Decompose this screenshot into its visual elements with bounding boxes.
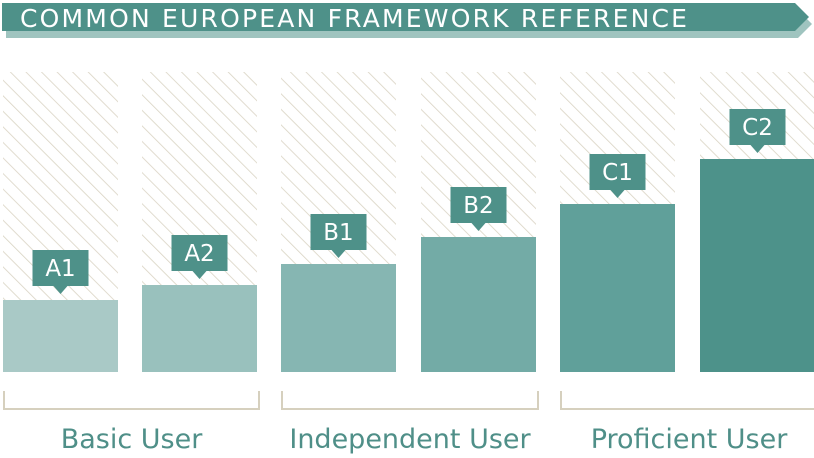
group-proficient-user: Proficient User [560,391,814,455]
level-label-a2: A2 [171,235,228,279]
level-label-c1: C1 [589,154,646,198]
bar-b1 [281,264,396,372]
bar-c1 [560,204,675,372]
level-label-box [171,235,228,271]
level-label-b2: B2 [450,187,507,231]
group-basic-user: Basic User [3,391,260,455]
level-label-pointer [331,250,346,258]
title-banner: COMMON EUROPEAN FRAMEWORK REFERENCE [2,3,812,38]
group-caption: Basic User [61,424,204,455]
level-label-box [589,154,646,190]
level-label-text: A2 [184,241,214,267]
bar-b2 [421,237,536,372]
level-label-text: B1 [323,220,353,246]
bar-c2 [700,159,814,372]
group-caption: Independent User [289,424,531,455]
level-label-text: C1 [602,160,633,186]
level-label-text: A1 [45,256,75,282]
level-label-box [32,250,89,286]
level-label-pointer [750,145,765,153]
level-label-b1: B1 [310,214,367,258]
group-independent-user: Independent User [281,391,539,455]
title-banner-arrow [2,3,809,31]
level-label-box [729,109,786,145]
level-label-text: C2 [742,115,773,141]
level-label-pointer [53,286,68,294]
level-labels-layer: A1 A2 B1 B2 C1 C2 [32,109,786,294]
group-bracket [3,391,260,410]
level-label-text: B2 [463,193,493,219]
bar-a1 [3,300,118,372]
level-label-pointer [192,271,207,279]
group-caption: Proficient User [591,424,789,455]
level-label-box [310,214,367,250]
level-label-c2: C2 [729,109,786,153]
level-label-pointer [610,190,625,198]
group-bracket [281,391,539,410]
level-label-pointer [471,223,486,231]
level-label-box [450,187,507,223]
bar-a2 [142,285,257,372]
chart-title: COMMON EUROPEAN FRAMEWORK REFERENCE [20,4,689,33]
group-bracket [560,391,814,410]
bars-layer [3,72,814,372]
level-label-a1: A1 [32,250,89,294]
group-brackets-layer: Basic User Independent User Proficient Use… [3,391,814,455]
